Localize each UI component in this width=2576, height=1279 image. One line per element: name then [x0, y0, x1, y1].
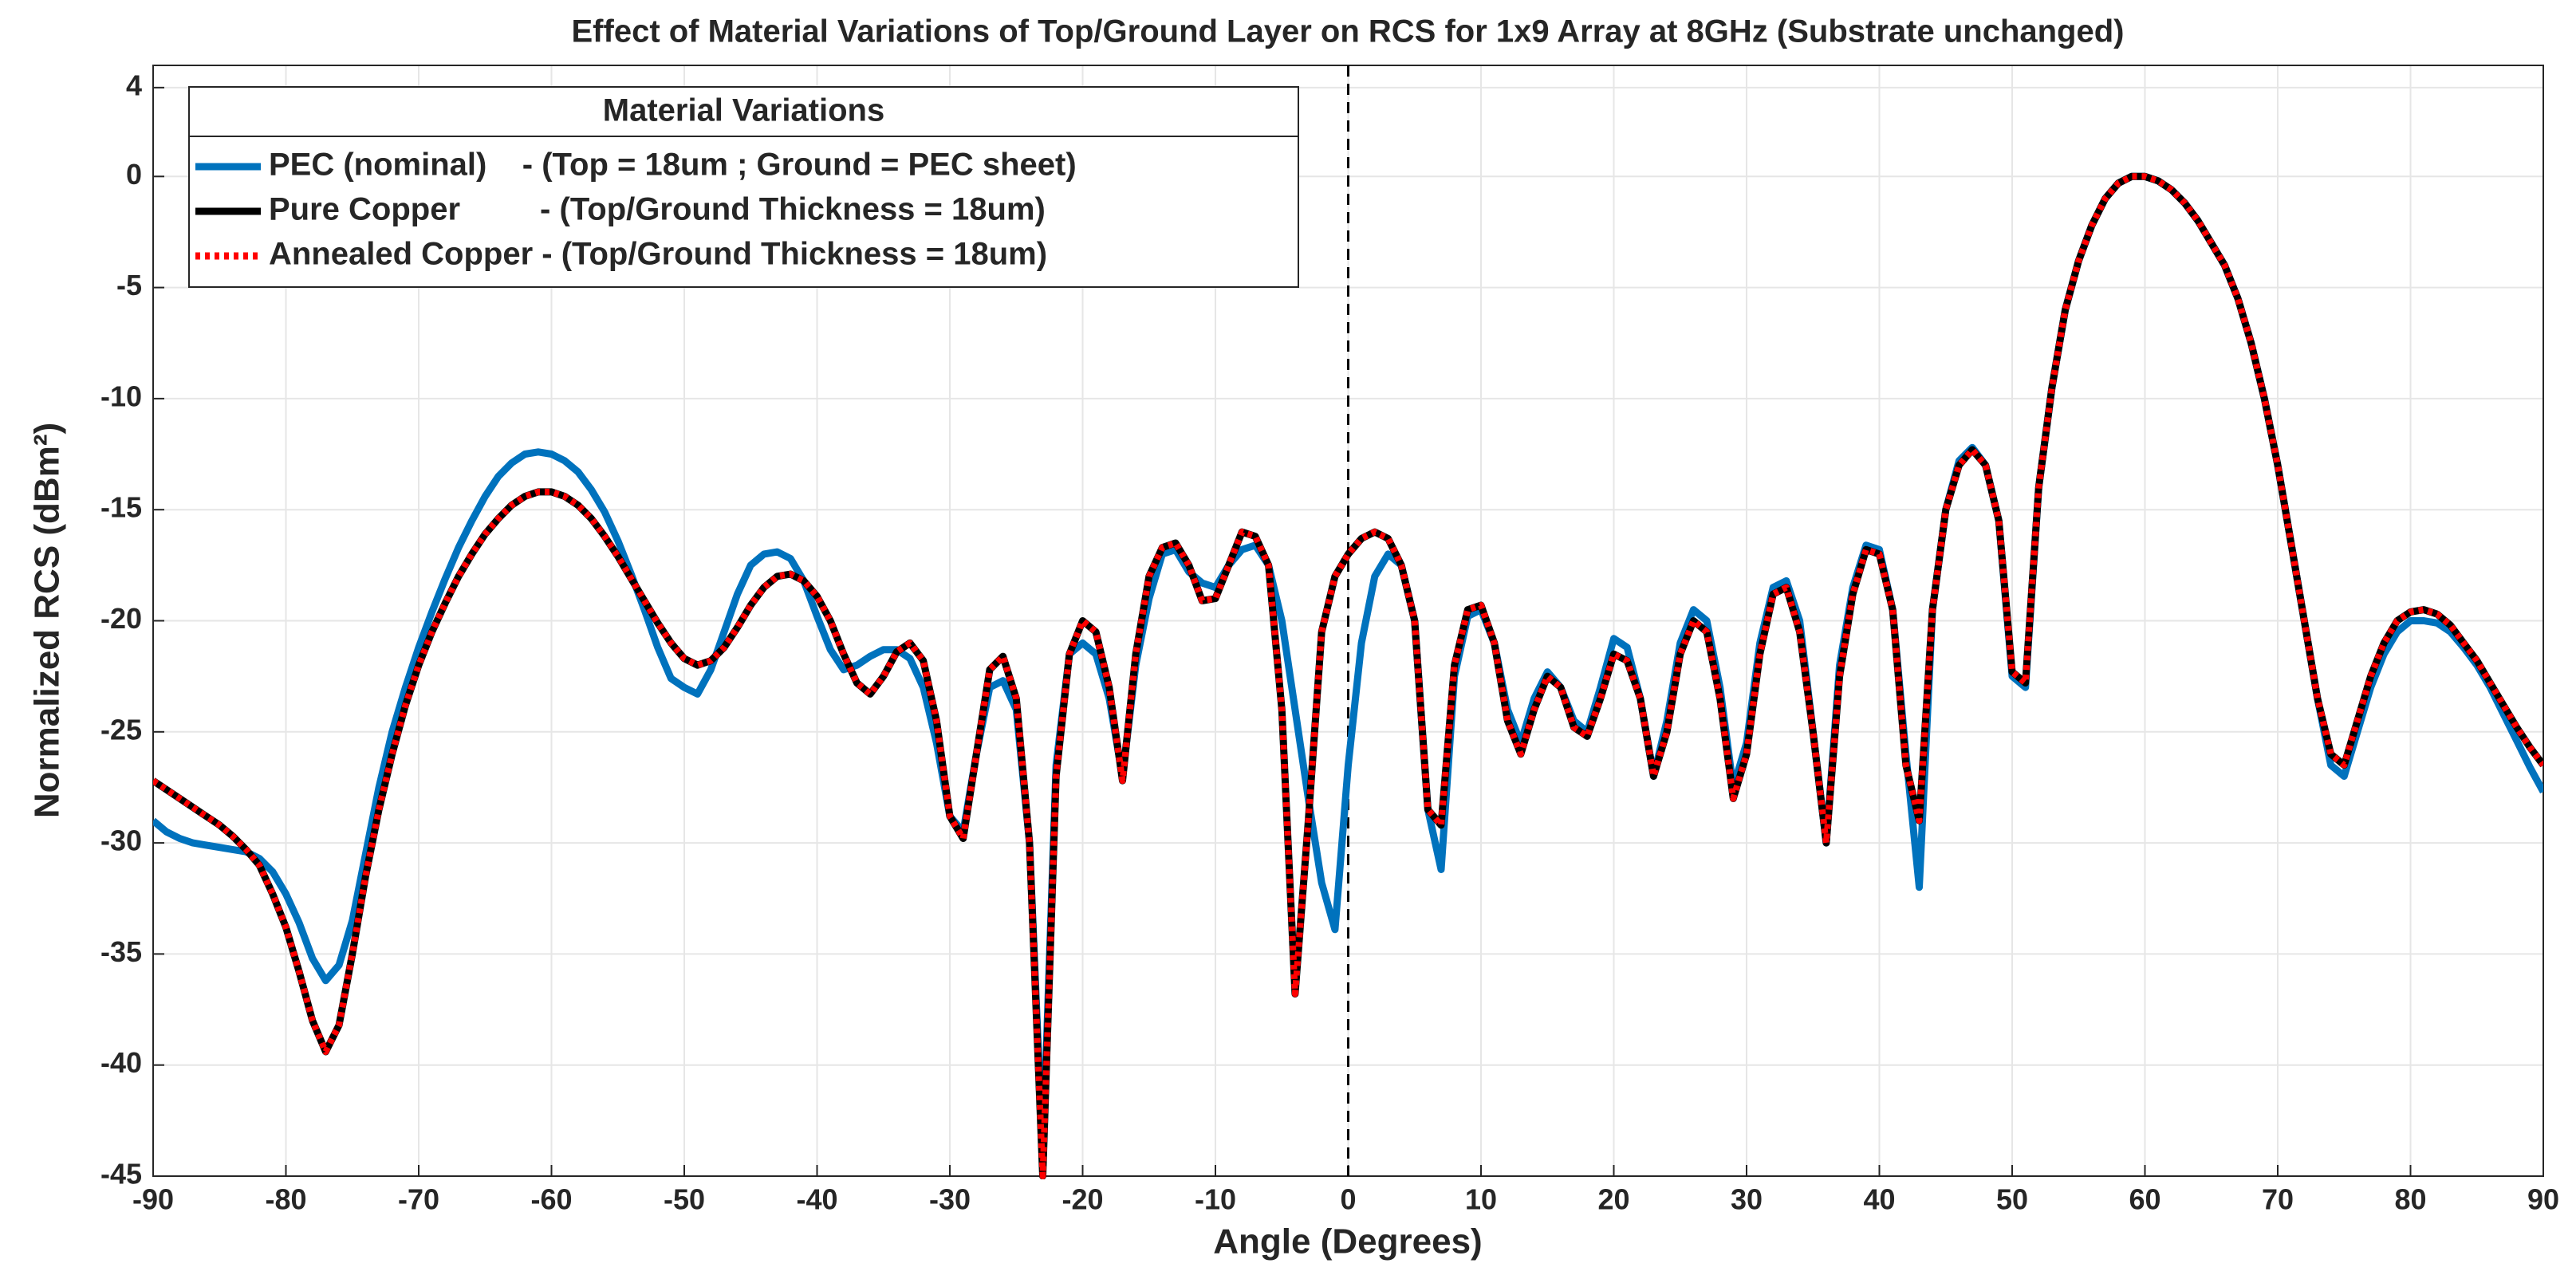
x-tick-label: -90	[132, 1183, 174, 1216]
x-tick-label: 20	[1597, 1183, 1629, 1216]
y-tick-label: -45	[100, 1158, 142, 1190]
x-tick-label: 70	[2262, 1183, 2294, 1216]
x-tick-label: 60	[2129, 1183, 2160, 1216]
x-tick-label: -50	[664, 1183, 705, 1216]
y-tick-label: -10	[100, 380, 142, 412]
x-tick-label: 50	[1996, 1183, 2028, 1216]
x-tick-label: 40	[1863, 1183, 1895, 1216]
y-tick-label: 4	[126, 69, 142, 101]
x-tick-label: -40	[796, 1183, 837, 1216]
y-tick-label: -30	[100, 824, 142, 857]
y-tick-label: -25	[100, 713, 142, 746]
legend-box	[188, 86, 1299, 288]
x-tick-label: 10	[1465, 1183, 1497, 1216]
x-tick-label: 90	[2527, 1183, 2559, 1216]
x-tick-label: 80	[2394, 1183, 2426, 1216]
y-tick-label: -15	[100, 491, 142, 524]
chart-title: Effect of Material Variations of Top/Gro…	[572, 14, 2125, 49]
x-tick-label: -10	[1195, 1183, 1236, 1216]
x-tick-label: -60	[530, 1183, 572, 1216]
y-tick-label: -20	[100, 602, 142, 635]
x-tick-label: -30	[929, 1183, 971, 1216]
y-tick-label: -40	[100, 1046, 142, 1079]
x-tick-label: -70	[398, 1183, 439, 1216]
legend-label: PEC (nominal) - (Top = 18um ; Ground = P…	[269, 148, 1077, 183]
x-tick-label: -80	[265, 1183, 306, 1216]
legend-title: Material Variations	[603, 93, 884, 128]
y-tick-label: -5	[116, 269, 142, 301]
x-axis-label: Angle (Degrees)	[1213, 1222, 1482, 1261]
y-tick-label: -35	[100, 935, 142, 968]
x-tick-label: 0	[1340, 1183, 1356, 1216]
y-tick-label: 0	[126, 158, 142, 191]
legend-label: Annealed Copper - (Top/Ground Thickness …	[269, 237, 1047, 272]
series-line	[153, 173, 2543, 1179]
x-tick-label: 30	[1731, 1183, 1763, 1216]
legend-label: Pure Copper - (Top/Ground Thickness = 18…	[269, 192, 1046, 227]
x-tick-label: -20	[1062, 1183, 1103, 1216]
y-axis-label: Normalized RCS (dBm²)	[28, 423, 67, 818]
